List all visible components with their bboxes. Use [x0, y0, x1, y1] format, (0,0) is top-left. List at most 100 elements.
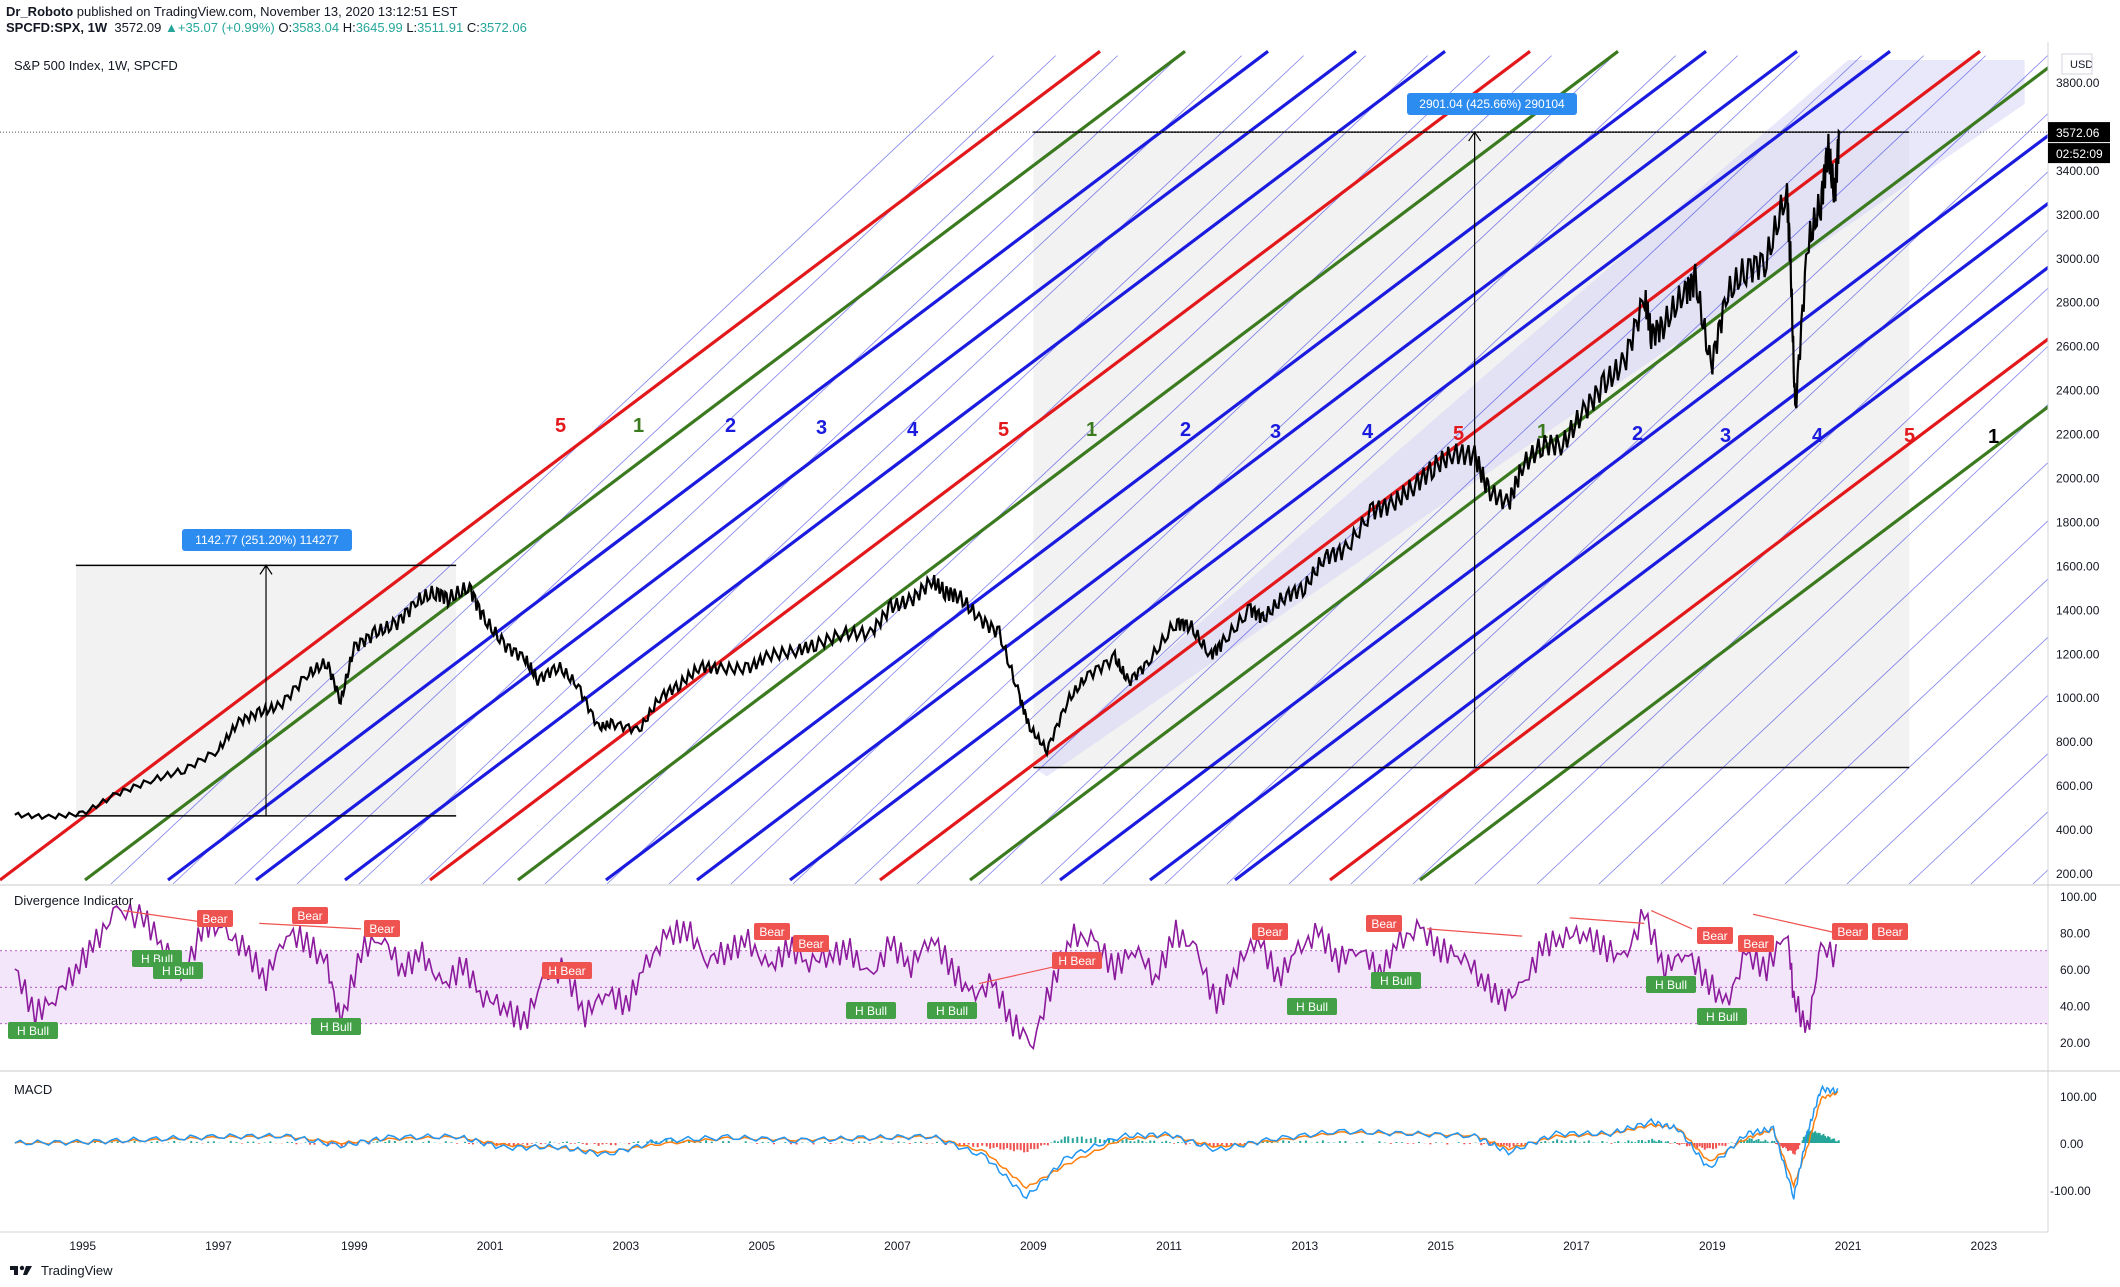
fan-thin-line [482, 55, 1366, 884]
macd-histogram-bar [1512, 1143, 1515, 1147]
symbol-label[interactable]: SPCFD:SPX, 1W [6, 20, 108, 35]
macd-histogram-bar [985, 1143, 988, 1147]
macd-histogram-bar [1508, 1143, 1511, 1148]
divergence-label-bg [153, 962, 203, 979]
macd-histogram-bar [705, 1140, 708, 1143]
macd-histogram-bar [1089, 1138, 1092, 1143]
price-tick-label: 2200.00 [2056, 428, 2100, 442]
macd-histogram-bar [263, 1142, 266, 1143]
fan-label-1: 5 [555, 415, 566, 437]
rsi-tick-label: 80.00 [2060, 927, 2090, 941]
channel-line [1329, 337, 2048, 882]
author-name[interactable]: Dr_Roboto [6, 4, 74, 19]
macd-histogram-bar [1098, 1139, 1101, 1143]
macd-histogram-bar [863, 1141, 866, 1143]
macd-histogram-bar [269, 1141, 272, 1143]
macd-histogram-bar [150, 1141, 153, 1143]
fan-label-2: 1 [633, 415, 644, 437]
macd-histogram-bar [1161, 1141, 1164, 1143]
macd-tick-label: 100.00 [2060, 1090, 2097, 1104]
macd-histogram-bar [1815, 1132, 1818, 1143]
macd-histogram-bar [1627, 1140, 1630, 1143]
macd-histogram-bar [1814, 1131, 1817, 1143]
macd-histogram-bar [628, 1143, 631, 1145]
macd-histogram-bar [840, 1141, 843, 1143]
macd-histogram-bar [1820, 1135, 1823, 1143]
macd-histogram-bar [1230, 1143, 1233, 1146]
tradingview-logo-icon[interactable] [8, 1262, 36, 1278]
measure-2-label-bg [1407, 93, 1577, 115]
fan-thin-line [1598, 462, 2048, 884]
divergence-label-bg [1697, 927, 1733, 944]
divergence-label: Bear [297, 909, 322, 923]
macd-histogram-bar [94, 1141, 97, 1143]
price-tick-label: 1200.00 [2056, 647, 2100, 661]
macd-histogram-bar [1830, 1139, 1833, 1143]
macd-histogram-bar [464, 1141, 467, 1143]
macd-histogram-bar [1361, 1140, 1364, 1143]
divergence-label: H Bull [1296, 1000, 1328, 1014]
macd-histogram-bar [1637, 1139, 1640, 1143]
open-label: O: [278, 20, 293, 35]
channel-line [429, 50, 1531, 882]
divergence-label: H Bear [548, 964, 585, 978]
macd-histogram-bar [1669, 1143, 1672, 1144]
macd-histogram-bar [456, 1143, 459, 1144]
time-tick-label: 2019 [1699, 1239, 1726, 1253]
macd-histogram-bar [1412, 1143, 1415, 1144]
macd-histogram-bar [1033, 1143, 1036, 1150]
macd-histogram-bar [1733, 1143, 1736, 1144]
close-label: C: [466, 20, 480, 35]
divergence-label: H Bull [936, 1004, 968, 1018]
fan-thin-line [172, 55, 1056, 884]
macd-histogram-bar [1177, 1141, 1180, 1143]
macd-histogram-bar [688, 1139, 691, 1143]
price-tick-label: 3000.00 [2056, 252, 2100, 266]
macd-tick-label: -100.00 [2050, 1184, 2091, 1198]
macd-line [14, 1084, 1839, 1200]
divergence-label-bg [927, 1002, 977, 1019]
macd-histogram-bar [1552, 1141, 1555, 1143]
macd-histogram-bar [1792, 1143, 1795, 1154]
macd-histogram-bar [1655, 1141, 1658, 1143]
fan-thin-line [1846, 694, 2048, 884]
macd-histogram-bar [1775, 1143, 1778, 1145]
macd-histogram-bar [331, 1143, 334, 1145]
bear-divergence-line [1650, 910, 1693, 930]
macd-histogram-bar [1505, 1143, 1508, 1146]
macd-histogram-bar [1773, 1141, 1776, 1143]
tradingview-brand[interactable]: TradingView [41, 1262, 113, 1278]
macd-histogram-bar [1406, 1143, 1409, 1144]
published-info: published on TradingView.com, November 1… [76, 4, 458, 19]
fan-thin-line [110, 55, 994, 884]
macd-histogram-bar [521, 1143, 524, 1144]
divergence-label-bg [197, 910, 233, 927]
macd-histogram-bar [1651, 1138, 1654, 1143]
macd-histogram-bar [925, 1143, 928, 1144]
fan-thin-line [1908, 752, 2048, 884]
macd-histogram-bar [1712, 1143, 1715, 1150]
macd-histogram-bar [393, 1141, 396, 1143]
macd-histogram-bar [1701, 1143, 1704, 1148]
fan-thin-line [1288, 171, 2048, 884]
macd-histogram-bar [116, 1141, 119, 1143]
macd-histogram-bar [1811, 1132, 1814, 1143]
fan-thin-line [1970, 811, 2048, 884]
macd-histogram-bar [1012, 1143, 1015, 1152]
macd-histogram-bar [1006, 1143, 1009, 1149]
macd-histogram-bar [212, 1141, 215, 1143]
fan-thin-line [1660, 520, 2048, 884]
low-label: L: [406, 20, 418, 35]
price-tick-label: 1800.00 [2056, 515, 2100, 529]
main-pane: 5 1 2 3 4 5 1 2 3 4 5 1 2 3 4 5 1 1142.77 (251.20%) 11427… [0, 50, 2048, 884]
divergence-label: H Bull [17, 1024, 49, 1038]
macd-histogram-bar [1817, 1132, 1820, 1143]
macd-histogram-bar [304, 1142, 307, 1143]
channel-line [255, 50, 1357, 882]
macd-histogram-bar [246, 1141, 249, 1143]
macd-histogram-bar [1806, 1131, 1809, 1143]
fan-thin-line [854, 55, 1738, 884]
divergence-label: H Bull [1706, 1010, 1738, 1024]
macd-histogram-bar [1810, 1130, 1813, 1143]
